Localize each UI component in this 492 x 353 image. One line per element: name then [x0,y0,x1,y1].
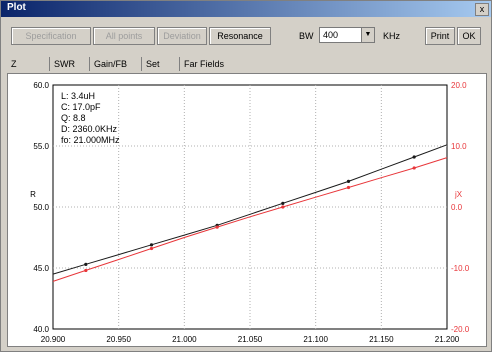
tab-bar: Z SWR Gain/FB Set Far Fields [1,55,491,71]
resonance-button[interactable]: Resonance [209,27,271,45]
right-axis-label: jX [454,190,463,199]
left-tick-label: 55.0 [33,142,49,151]
left-tick-label: 60.0 [33,81,49,90]
tab-swr[interactable]: SWR [49,57,75,71]
bandwidth-text: D: 2360.0KHz [61,124,118,134]
right-tick-label: -10.0 [451,264,470,273]
inductance-text: L: 3.4uH [61,91,96,101]
left-tick-label: 45.0 [33,264,49,273]
right-tick-label: -20.0 [451,325,470,334]
series-line-0 [52,144,448,275]
series-point-0 [149,243,154,247]
right-tick-label: 0.0 [451,203,463,212]
x-tick-label: 20.950 [106,335,131,344]
bw-unit-label: KHz [383,31,401,41]
bw-select[interactable]: 400 ▼ [319,27,375,43]
right-tick-label: 20.0 [451,81,467,90]
series-point-1 [215,225,219,229]
x-tick-label: 21.100 [303,335,328,344]
series-point-1 [84,268,88,273]
specification-button[interactable]: Specification [11,27,91,45]
bw-value: 400 [323,30,339,40]
all-points-button[interactable]: All points [93,27,155,45]
series-point-0 [84,262,88,266]
title-bar[interactable]: Plot x [1,1,491,17]
window-title: Plot [7,2,26,13]
close-icon[interactable]: x [475,3,489,16]
tab-z[interactable]: Z [11,59,17,69]
x-tick-label: 21.000 [172,335,197,344]
q-text: Q: 8.8 [61,113,86,123]
series-point-1 [149,246,154,251]
tab-set[interactable]: Set [141,57,160,71]
x-tick-label: 21.200 [435,335,460,344]
resonance-info: L: 3.4uH C: 17.0pF Q: 8.8 D: 2360.0KHz f… [61,91,120,146]
series-line-1 [52,157,448,282]
series-point-0 [281,201,285,205]
tab-far-fields[interactable]: Far Fields [179,57,224,71]
x-tick-label: 21.050 [238,335,263,344]
series-point-0 [346,179,351,183]
series-point-0 [412,155,416,159]
x-tick-label: 21.150 [369,335,394,344]
resonant-frequency-text: fo: 21.000MHz [61,135,120,145]
series-point-1 [281,205,285,209]
series-point-1 [346,185,351,190]
chevron-down-icon[interactable]: ▼ [361,28,374,42]
ok-button[interactable]: OK [457,27,481,45]
print-button[interactable]: Print [425,27,455,45]
left-tick-label: 40.0 [33,325,49,334]
toolbar: Specification All points Deviation Reson… [1,19,491,53]
plot-area [7,73,487,347]
bw-label: BW [299,31,314,41]
tab-gain-fb[interactable]: Gain/FB [89,57,127,71]
left-axis-label: R [30,190,36,199]
right-tick-label: 10.0 [451,142,467,151]
x-tick-label: 20.900 [41,335,66,344]
series-point-1 [412,166,416,170]
capacitance-text: C: 17.0pF [61,102,101,112]
deviation-button[interactable]: Deviation [157,27,207,45]
left-tick-label: 50.0 [33,203,49,212]
